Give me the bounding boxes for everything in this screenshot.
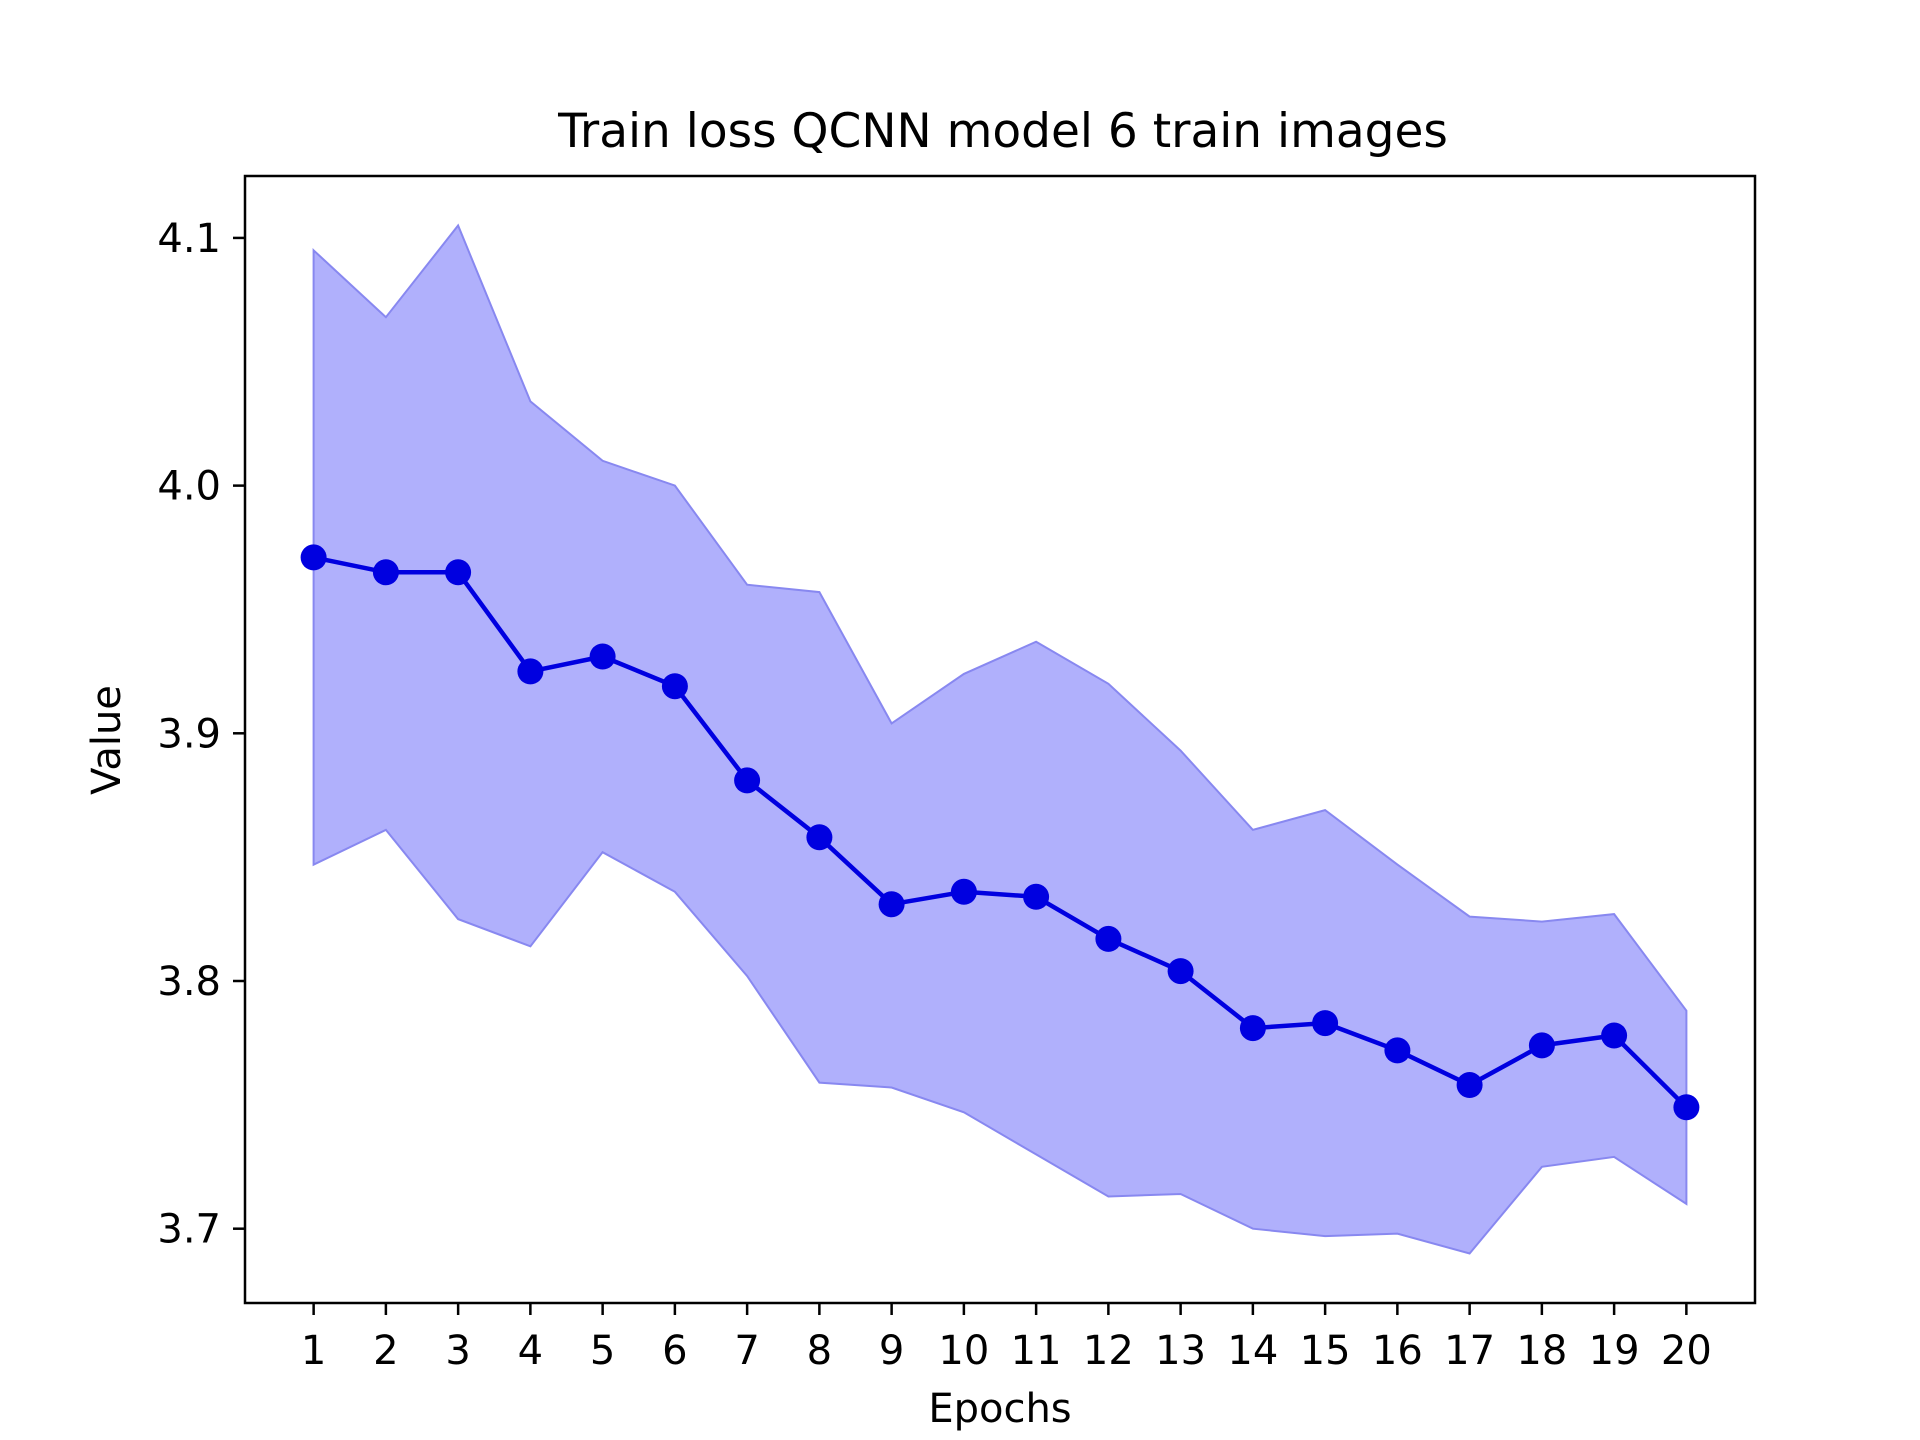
band-area-0	[312, 223, 1688, 1255]
x-tick-label: 9	[879, 1328, 904, 1374]
x-tick-label: 12	[1083, 1328, 1134, 1374]
data-point	[1456, 1072, 1483, 1098]
x-tick-label: 16	[1372, 1328, 1423, 1374]
x-tick-label: 4	[518, 1328, 543, 1374]
y-axis-ticks: 3.7 3.8 3.9 4.0 4.1	[157, 216, 245, 1253]
data-point	[1601, 1022, 1628, 1049]
x-tick-label: 8	[807, 1328, 832, 1374]
data-point	[517, 658, 544, 685]
x-tick-label: 15	[1300, 1328, 1351, 1374]
data-point	[445, 559, 472, 586]
x-tick-label: 19	[1589, 1328, 1640, 1374]
x-tick-label: 14	[1227, 1328, 1278, 1374]
x-tick-label: 20	[1661, 1328, 1712, 1374]
x-tick-label: 10	[938, 1328, 989, 1374]
y-tick-label: 3.8	[157, 959, 221, 1005]
data-point	[661, 673, 688, 700]
data-point	[1167, 958, 1194, 985]
data-point	[1239, 1015, 1266, 1042]
data-point	[734, 767, 761, 794]
x-tick-label: 1	[301, 1328, 326, 1374]
data-point	[1673, 1094, 1700, 1121]
y-tick-label: 3.9	[157, 711, 221, 757]
data-point	[878, 891, 905, 918]
confidence-band	[312, 223, 1688, 1255]
data-point	[1023, 883, 1050, 910]
x-tick-label: 17	[1444, 1328, 1495, 1374]
data-point	[1312, 1010, 1339, 1037]
data-point	[950, 878, 977, 905]
y-tick-label: 3.7	[157, 1207, 221, 1253]
chart-title: Train loss QCNN model 6 train images	[557, 104, 1448, 159]
data-point	[806, 824, 833, 851]
x-tick-label: 7	[734, 1328, 759, 1374]
data-point	[372, 559, 399, 586]
y-tick-label: 4.1	[157, 216, 221, 262]
y-axis-label: Value	[84, 685, 130, 795]
x-tick-label: 3	[445, 1328, 470, 1374]
series-points	[300, 544, 1700, 1121]
x-tick-label: 6	[662, 1328, 687, 1374]
x-tick-label: 11	[1011, 1328, 1062, 1374]
x-axis-ticks: 1 2 3 4 5 6 7 8 9 10 11 12 13 14 15 16 17 18 19 20	[301, 1303, 1712, 1374]
data-point	[1384, 1037, 1411, 1064]
data-point	[589, 643, 616, 670]
x-tick-label: 2	[373, 1328, 398, 1374]
data-point	[1528, 1032, 1555, 1059]
data-point	[300, 544, 327, 571]
plot-frame	[243, 174, 1757, 1305]
x-tick-label: 5	[590, 1328, 615, 1374]
x-tick-label: 18	[1516, 1328, 1567, 1374]
y-tick-label: 4.0	[157, 464, 221, 510]
x-tick-label: 13	[1155, 1328, 1206, 1374]
x-axis-label: Epochs	[928, 1386, 1071, 1432]
data-point	[1095, 925, 1122, 952]
